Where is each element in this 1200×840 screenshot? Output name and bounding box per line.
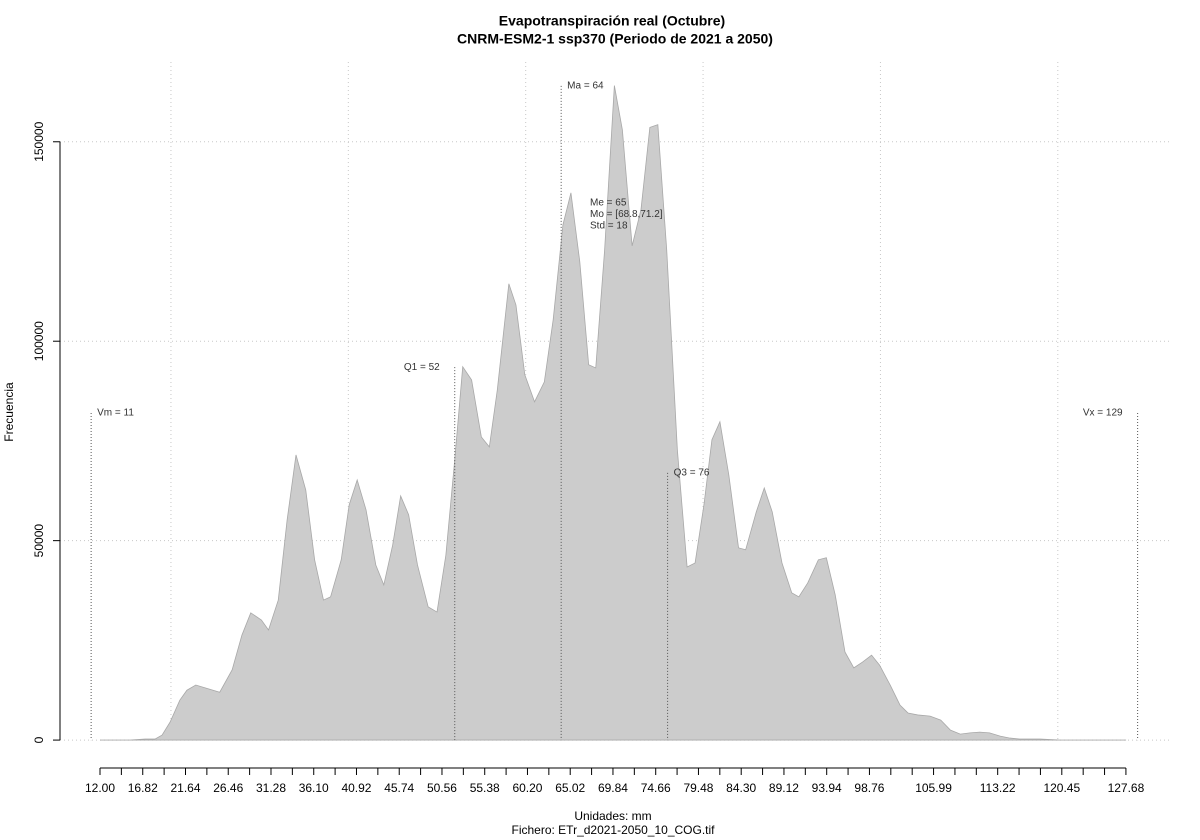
x-tick-label: 93.94	[812, 781, 842, 795]
x-tick-label: 40.92	[341, 781, 371, 795]
y-tick-label: 100000	[32, 321, 46, 361]
x-tick-label: 74.66	[641, 781, 671, 795]
y-tick-label: 0	[32, 736, 46, 743]
x-tick-label: 31.28	[256, 781, 286, 795]
annotation-label: Vm = 11	[97, 408, 134, 419]
x-tick-label: 21.64	[170, 781, 200, 795]
x-axis-label: Unidades: mm	[574, 809, 651, 823]
x-tick-label: 120.45	[1043, 781, 1080, 795]
x-tick-label: 84.30	[726, 781, 756, 795]
x-tick-label: 98.76	[854, 781, 884, 795]
x-tick-label: 113.22	[980, 781, 1016, 795]
x-tick-label: 65.02	[555, 781, 585, 795]
chart-subtitle: CNRM-ESM2-1 ssp370 (Periodo de 2021 a 20…	[457, 31, 773, 47]
annotation-label: Q3 = 76	[674, 467, 710, 478]
y-axis-label: Frecuencia	[2, 382, 16, 442]
x-tick-label: 50.56	[427, 781, 457, 795]
x-tick-label: 45.74	[384, 781, 414, 795]
x-tick-label: 55.38	[470, 781, 500, 795]
annotation-label: Vx = 129	[1083, 408, 1123, 419]
stats-text: Std = 18	[590, 221, 628, 232]
x-tick-label: 89.12	[769, 781, 799, 795]
x-tick-label: 79.48	[683, 781, 713, 795]
annotation-label: Q1 = 52	[404, 362, 440, 373]
stats-text: Mo = [68.8,71.2]	[590, 209, 663, 220]
y-tick-label: 150000	[32, 121, 46, 161]
x-tick-label: 69.84	[598, 781, 628, 795]
x-tick-label: 26.46	[213, 781, 243, 795]
chart-title: Evapotranspiración real (Octubre)	[499, 13, 725, 29]
annotation-label: Ma = 64	[567, 81, 604, 92]
x-tick-label: 105.99	[915, 781, 952, 795]
x-tick-label: 36.10	[299, 781, 329, 795]
caption: Fichero: ETr_d2021-2050_10_COG.tif	[512, 823, 716, 837]
x-tick-label: 127.68	[1108, 781, 1145, 795]
y-tick-label: 50000	[32, 524, 46, 558]
area	[99, 85, 1127, 741]
stats-text: Me = 65	[590, 198, 627, 209]
x-tick-label: 16.82	[128, 781, 158, 795]
x-tick-label: 12.00	[85, 781, 115, 795]
x-tick-label: 60.20	[512, 781, 542, 795]
